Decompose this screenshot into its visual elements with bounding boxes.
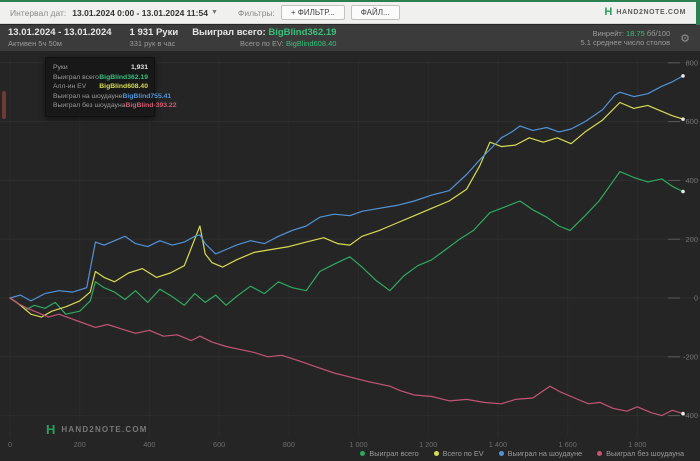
series-end-marker-won-non-showdown bbox=[681, 411, 685, 416]
won-total-label: Выиграл всего: bbox=[192, 27, 266, 39]
ev-total-label: Всего по EV: bbox=[239, 39, 284, 49]
date-interval-label: Интервал дат: bbox=[10, 7, 67, 18]
tooltip-row-value: BigBlind362.19 bbox=[99, 73, 148, 81]
x-tick-label: 400 bbox=[143, 440, 155, 449]
hands-count: 1 931 Руки bbox=[129, 27, 179, 39]
ev-total-value: BigBlind608.40 bbox=[285, 39, 337, 49]
tooltip-row-label: Выиграл всего bbox=[53, 73, 99, 81]
hands-block: 1 931 Руки 331 рук в час bbox=[130, 27, 179, 48]
brand-text: HAND2NOTE.COM bbox=[616, 9, 686, 16]
winrate-value: 18.75 bbox=[626, 28, 645, 38]
series-end-marker-won-total bbox=[681, 189, 685, 194]
legend-item-won-showdown[interactable]: Выиграл на шоудауне bbox=[498, 449, 583, 458]
y-tick-label: -200 bbox=[683, 352, 698, 361]
x-tick-label: 1 200 bbox=[419, 440, 437, 449]
won-total-line: Выиграл всего: BigBlind362.19 bbox=[192, 27, 336, 39]
date-range: 13.01.2024 - 13.01.2024 bbox=[8, 27, 112, 39]
toolbar: Интервал дат: 13.01.2024 0:00 - 13.01.20… bbox=[0, 0, 700, 26]
x-tick-label: 1 600 bbox=[559, 440, 577, 449]
hand2note-logo-icon: H bbox=[46, 422, 56, 437]
tooltip-row: Выиграл без шоудауна BigBlind-393.22 bbox=[53, 101, 177, 111]
y-tick-label: 600 bbox=[685, 117, 698, 126]
x-tick-label: 0 bbox=[8, 440, 12, 449]
series-line-won-non-showdown bbox=[9, 297, 684, 417]
tooltip-row-value: BigBlind755.41 bbox=[122, 92, 172, 100]
stats-header: 13.01.2024 - 13.01.2024 Активен 5ч 50м 1… bbox=[0, 25, 700, 51]
series-line-won-showdown bbox=[9, 75, 684, 302]
x-tick-label: 1 800 bbox=[628, 440, 646, 449]
chart-canvas: 800 600 400 200 0 -200 -400 0 200 400 600 800 1 000 1… bbox=[0, 58, 700, 449]
legend-dot-icon bbox=[597, 451, 603, 456]
gear-icon[interactable]: ⚙ bbox=[680, 32, 690, 45]
x-tick-label: 600 bbox=[213, 440, 225, 449]
tooltip-row: Руки 1,931 bbox=[53, 63, 148, 73]
watermark: H HAND2NOTE.COM bbox=[46, 423, 148, 436]
date-range-block: 13.01.2024 - 13.01.2024 Активен 5ч 50м bbox=[8, 27, 112, 48]
y-tick-label: 200 bbox=[685, 235, 698, 244]
add-filter-button[interactable]: + ФИЛЬТР... bbox=[280, 5, 345, 20]
winrate-label: Винрейт: bbox=[592, 28, 624, 38]
tooltip-row: Выиграл всего BigBlind362.19 bbox=[53, 73, 148, 83]
chevron-down-icon: ▼ bbox=[210, 9, 218, 16]
active-time: Активен 5ч 50м bbox=[8, 39, 62, 49]
legend-label: Выиграл на шоудауне bbox=[507, 449, 583, 458]
x-tick-label: 800 bbox=[283, 440, 295, 449]
tooltip-row: Алл-ин EV BigBlind608.40 bbox=[53, 82, 148, 92]
legend-label: Выиграл всего bbox=[369, 449, 419, 458]
tooltip-row-label: Алл-ин EV bbox=[53, 83, 87, 91]
window-edge-accent bbox=[696, 2, 700, 26]
y-tick-label: 800 bbox=[685, 58, 698, 67]
filters-label: Фильтры: bbox=[237, 7, 275, 18]
y-tick-label: 0 bbox=[694, 294, 698, 303]
x-tick-label: 200 bbox=[74, 440, 86, 449]
legend-label: Всего по EV bbox=[442, 449, 484, 458]
winrate-block: Винрейт: 18.75 бб/100 5.1 среднее число … bbox=[580, 29, 670, 48]
legend-item-won-non-showdown[interactable]: Выиграл без шоудауна bbox=[597, 449, 684, 458]
chart-legend: Выиграл всего Всего по EV Выиграл на шоуда… bbox=[360, 449, 684, 458]
tooltip-row-value: BigBlind608.40 bbox=[99, 83, 148, 91]
won-total-value: BigBlind362.19 bbox=[268, 27, 337, 39]
series-end-marker-ev-total bbox=[681, 117, 685, 121]
series-line-ev-total bbox=[9, 101, 684, 318]
x-tick-label: 1 000 bbox=[349, 440, 367, 449]
date-interval-value: 13.01.2024 0:00 - 13.01.2024 11:54 bbox=[72, 7, 208, 18]
winnings-chart[interactable]: 800 600 400 200 0 -200 -400 0 200 400 600 800 1 000 1… bbox=[0, 51, 700, 461]
tooltip-row-label: Выиграл без шоудауна bbox=[53, 102, 126, 110]
avg-tables: 5.1 среднее число столов bbox=[580, 38, 671, 47]
left-edge-marker bbox=[2, 91, 6, 119]
x-tick-label: 1 400 bbox=[489, 440, 507, 449]
winrate-line: Винрейт: 18.75 бб/100 bbox=[580, 28, 671, 38]
tooltip-row-value: 1,931 bbox=[130, 64, 148, 72]
file-button[interactable]: ФАЙЛ... bbox=[350, 5, 400, 20]
legend-item-ev-total[interactable]: Всего по EV bbox=[433, 449, 484, 458]
hover-tooltip: Руки 1,931 Выиграл всего BigBlind362.19 Алл-… bbox=[45, 57, 177, 117]
tooltip-row-label: Выиграл на шоудауне bbox=[53, 92, 123, 100]
ev-total-line: Всего по EV: BigBlind608.40 bbox=[192, 39, 336, 48]
hands-per-hour: 331 рук в час bbox=[129, 39, 176, 49]
tooltip-row-value: BigBlind-393.22 bbox=[125, 102, 177, 110]
legend-dot-icon bbox=[433, 451, 439, 456]
date-interval-dropdown[interactable]: 13.01.2024 0:00 - 13.01.2024 11:54 ▼ bbox=[72, 8, 218, 18]
brand: H HAND2NOTE.COM bbox=[604, 7, 686, 18]
winnings-block: Выиграл всего: BigBlind362.19 Всего по E… bbox=[192, 27, 336, 48]
winrate-units: бб/100 bbox=[646, 28, 671, 38]
watermark-text: HAND2NOTE.COM bbox=[61, 425, 148, 434]
tooltip-row: Выиграл на шоудауне BigBlind755.41 bbox=[53, 92, 171, 102]
legend-label: Выиграл без шоудауна bbox=[606, 449, 684, 458]
series-line-won-total bbox=[9, 170, 684, 315]
legend-dot-icon bbox=[360, 451, 366, 456]
series-end-marker-won-showdown bbox=[681, 74, 685, 78]
legend-dot-icon bbox=[498, 451, 504, 456]
hand2note-logo-icon: H bbox=[604, 6, 613, 18]
tooltip-row-label: Руки bbox=[53, 64, 68, 72]
y-tick-label: -400 bbox=[683, 411, 698, 420]
legend-item-won-total[interactable]: Выиграл всего bbox=[360, 449, 419, 458]
y-tick-label: 400 bbox=[685, 176, 698, 185]
